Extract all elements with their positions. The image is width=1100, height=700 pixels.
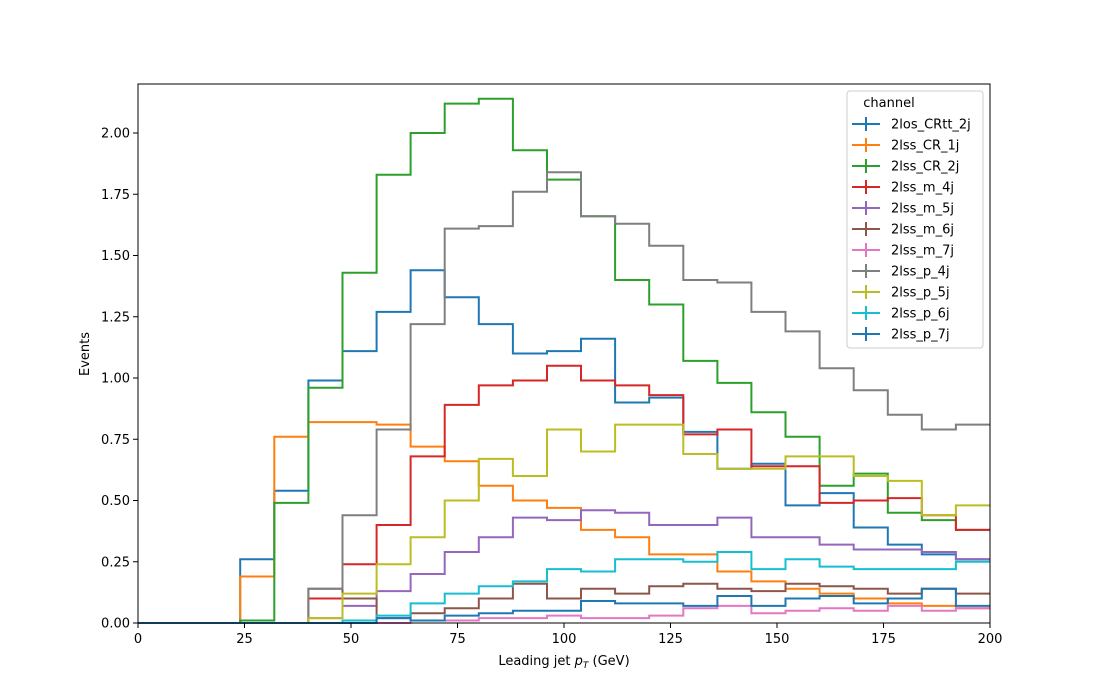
- y-tick-label: 0.25: [101, 555, 130, 570]
- legend-label: 2lss_m_4j: [891, 181, 954, 196]
- series-line-2lss_CR_1j: [138, 421, 990, 624]
- y-tick-label: 1.50: [101, 249, 130, 264]
- legend-label: 2lss_m_5j: [891, 202, 954, 217]
- legend-item-2lss_CR_2j: 2lss_CR_2j: [852, 159, 959, 175]
- series-line-2lss_p_6j: [138, 551, 990, 624]
- legend-label: 2lss_p_6j: [891, 307, 950, 322]
- y-tick-label: 0.00: [101, 617, 130, 632]
- x-tick-label: 125: [658, 632, 683, 647]
- y-tick-label: 1.75: [101, 188, 130, 203]
- legend-item-2lss_CR_1j: 2lss_CR_1j: [852, 138, 959, 154]
- legend-item-2lss_p_7j: 2lss_p_7j: [852, 327, 950, 343]
- x-axis-label-sub: T: [583, 661, 590, 671]
- legend-item-2lss_p_4j: 2lss_p_4j: [852, 264, 950, 280]
- legend-title: channel: [863, 96, 914, 111]
- legend-label: 2lss_CR_2j: [891, 160, 959, 175]
- y-tick-label: 1.00: [101, 372, 130, 387]
- legend-label: 2lss_m_7j: [891, 244, 954, 259]
- legend-item-2lss_m_7j: 2lss_m_7j: [852, 243, 954, 259]
- series-2lss_p_5j: [138, 423, 990, 624]
- x-axis-label-suffix: (GeV): [588, 654, 629, 669]
- legend-item-2lss_p_5j: 2lss_p_5j: [852, 285, 950, 301]
- x-axis: 0 25 50 75 100 125 150 175 200: [134, 623, 1003, 647]
- series-2lss_CR_1j: [138, 421, 990, 624]
- legend-item-2lss_m_4j: 2lss_m_4j: [852, 180, 954, 196]
- x-axis-label-prefix: Leading jet: [498, 654, 574, 669]
- series-line-2lss_p_5j: [138, 423, 990, 624]
- legend-label: 2lss_p_4j: [891, 265, 950, 280]
- series-2lss_p_7j: [138, 587, 990, 624]
- legend-item-2lss_m_6j: 2lss_m_6j: [852, 222, 954, 238]
- legend-label: 2lss_m_6j: [891, 223, 954, 238]
- legend-label: 2lss_CR_1j: [891, 139, 959, 154]
- x-tick-label: 50: [343, 632, 360, 647]
- series-2lss_p_4j: [138, 171, 990, 624]
- x-tick-label: 100: [552, 632, 577, 647]
- y-tick-label: 2.00: [101, 127, 130, 142]
- series-line-2lss_p_7j: [138, 587, 990, 624]
- legend-label: 2los_CRtt_2j: [891, 118, 971, 133]
- y-axis-label: Events: [78, 332, 93, 376]
- x-tick-label: 75: [449, 632, 466, 647]
- x-tick-label: 25: [236, 632, 253, 647]
- x-tick-label: 0: [134, 632, 142, 647]
- y-tick-label: 0.75: [101, 433, 130, 448]
- series-line-2lss_p_4j: [138, 171, 990, 624]
- legend-box: [846, 90, 984, 349]
- y-tick-label: 1.25: [101, 310, 130, 325]
- legend-item-2lss_p_6j: 2lss_p_6j: [852, 306, 950, 322]
- x-axis-label: Leading jet pT (GeV): [498, 654, 629, 671]
- legend-item-2los_CRtt_2j: 2los_CRtt_2j: [852, 117, 971, 133]
- x-axis-label-var: p: [574, 654, 583, 669]
- x-tick-label: 175: [871, 632, 896, 647]
- legend-item-2lss_m_5j: 2lss_m_5j: [852, 201, 954, 217]
- y-tick-label: 0.50: [101, 494, 130, 509]
- series-2lss_p_6j: [138, 551, 990, 624]
- legend-label: 2lss_p_5j: [891, 286, 950, 301]
- series-2lss_m_4j: [138, 364, 990, 624]
- x-tick-label: 200: [978, 632, 1003, 647]
- legend: channel 2los_CRtt_2j 2lss_CR_1j 2lss_CR_2j 2…: [846, 90, 984, 349]
- x-tick-label: 150: [765, 632, 790, 647]
- legend-label: 2lss_p_7j: [891, 328, 950, 343]
- series-line-2lss_m_4j: [138, 364, 990, 624]
- y-axis: 0.00 0.25 0.50 0.75 1.00 1.25 1.50 1.75 2.00: [101, 127, 138, 632]
